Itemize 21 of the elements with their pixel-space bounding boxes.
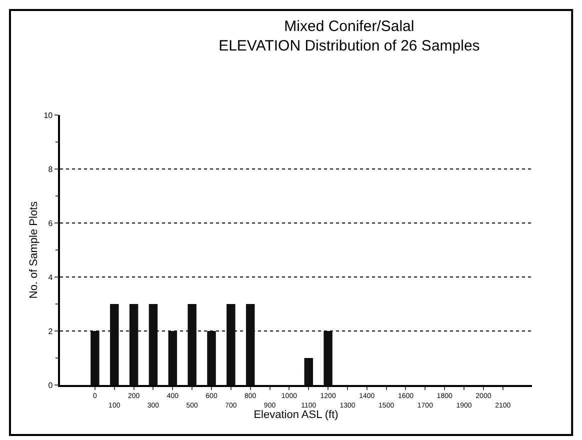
bar: [110, 304, 119, 385]
bar: [188, 304, 196, 385]
chart-title: Mixed Conifer/Salal: [284, 18, 414, 35]
bar: [324, 331, 332, 385]
bar: [304, 358, 313, 385]
bar: [226, 304, 236, 385]
bar: [207, 331, 216, 385]
y-tick-label: 4: [48, 272, 54, 282]
x-axis-title: Elevation ASL (ft): [254, 409, 338, 422]
y-axis-title: No. of Sample Plots: [28, 200, 40, 299]
bar: [148, 304, 158, 385]
bar: [90, 331, 100, 385]
y-tick-label: 2: [48, 326, 54, 336]
y-tick-label: 8: [48, 164, 54, 174]
y-tick-label: 10: [44, 110, 54, 120]
y-tick-label: 6: [48, 218, 54, 228]
y-tick-label: 0: [48, 380, 54, 390]
bar: [129, 304, 138, 385]
bar: [168, 331, 178, 385]
chart-subtitle: ELEVATION Distribution of 26 Samples: [218, 37, 480, 54]
bar: [246, 304, 255, 385]
